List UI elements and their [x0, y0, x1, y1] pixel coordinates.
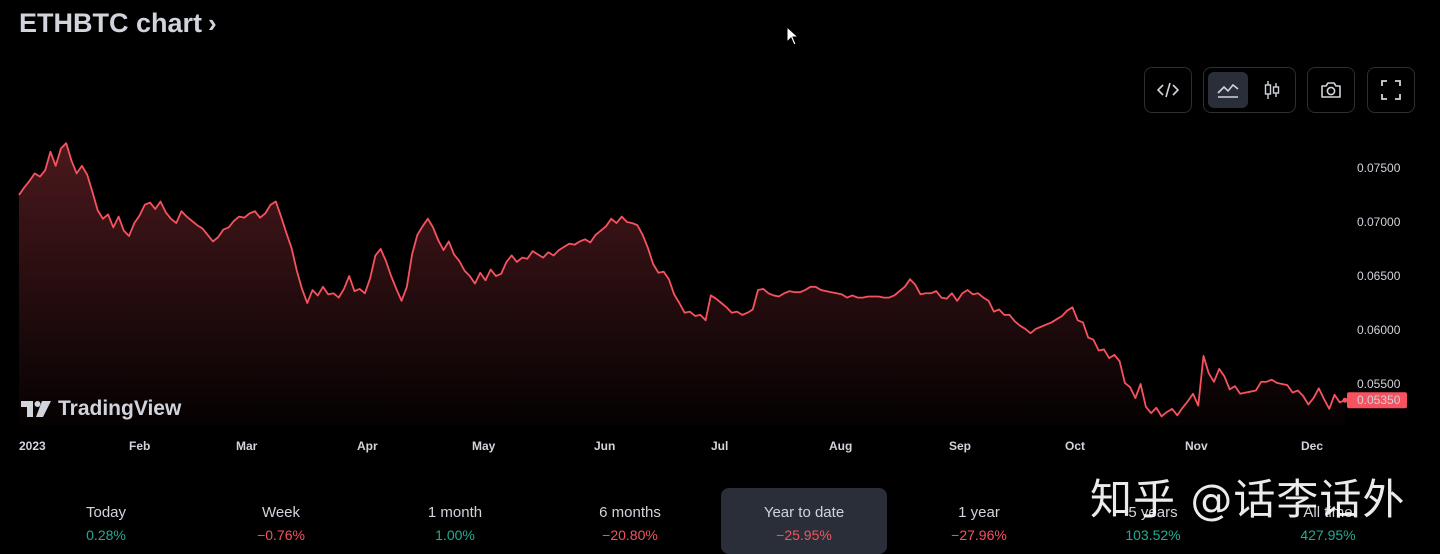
- y-tick-label: 0.05500: [1357, 377, 1401, 391]
- brand-name: TradingView: [58, 397, 182, 420]
- period-label: Year to date: [763, 504, 845, 521]
- period-option[interactable]: Today 0.28%: [23, 488, 189, 554]
- period-label: All time: [1303, 504, 1353, 521]
- period-label: Today: [85, 504, 127, 521]
- x-tick-label: Jun: [594, 439, 615, 453]
- period-option[interactable]: Week −0.76%: [198, 488, 364, 554]
- chevron-right-icon: ›: [208, 8, 217, 38]
- y-tick-label: 0.07000: [1357, 215, 1401, 229]
- period-option[interactable]: 5 years 103.52%: [1070, 488, 1236, 554]
- period-option[interactable]: Year to date −25.95%: [721, 488, 887, 554]
- fullscreen-button[interactable]: [1367, 67, 1415, 113]
- x-tick-label: Nov: [1185, 439, 1208, 453]
- mouse-cursor-icon: [786, 26, 800, 46]
- period-label: 1 month: [427, 504, 483, 521]
- period-option[interactable]: 1 month 1.00%: [372, 488, 538, 554]
- period-label: Week: [261, 504, 301, 521]
- x-tick-label: Sep: [949, 439, 971, 453]
- price-line: [18, 142, 1346, 418]
- period-change: −25.95%: [776, 527, 832, 543]
- price-area-fill: [19, 143, 1345, 425]
- period-change: −0.76%: [257, 527, 305, 543]
- period-change: 427.95%: [1300, 527, 1356, 543]
- period-label: 5 years: [1128, 504, 1178, 521]
- period-selector: Today 0.28% Week −0.76% 1 month 1.00% 6 months…: [0, 488, 1440, 554]
- period-label: 6 months: [599, 504, 661, 521]
- period-change: 0.28%: [86, 527, 126, 543]
- x-tick-label: 2023: [19, 439, 46, 453]
- x-tick-label: May: [472, 439, 496, 453]
- period-change: 1.00%: [435, 527, 475, 543]
- last-price-badge: [1347, 392, 1407, 409]
- period-change: −20.80%: [602, 527, 658, 543]
- period-change: 103.52%: [1125, 527, 1181, 543]
- period-option[interactable]: All time 427.95%: [1245, 488, 1411, 554]
- code-icon: [1157, 82, 1179, 98]
- x-tick-label: Aug: [829, 439, 852, 453]
- embed-button[interactable]: [1144, 67, 1192, 113]
- last-price-label: 0.05350: [1357, 393, 1401, 407]
- chart-style-toggle: [1203, 67, 1296, 113]
- x-tick-label: Feb: [129, 439, 150, 453]
- x-tick-label: Jul: [711, 439, 728, 453]
- x-tick-label: Oct: [1065, 439, 1085, 453]
- x-tick-label: Mar: [236, 439, 258, 453]
- y-tick-label: 0.06000: [1357, 323, 1401, 337]
- tradingview-logo-icon: [21, 401, 51, 417]
- candlestick-button[interactable]: [1252, 72, 1292, 108]
- chart-title-text: ETHBTC chart: [19, 8, 203, 38]
- tradingview-logo[interactable]: TradingView: [20, 397, 181, 421]
- watermark-text: 知乎 @话李话外: [1090, 475, 1406, 524]
- y-tick-label: 0.07500: [1357, 161, 1401, 175]
- period-label: 1 year: [958, 504, 1000, 521]
- price-chart[interactable]: 0.07500 0.07000 0.06500 0.06000 0.05500 2023…: [0, 130, 1440, 460]
- area-chart-icon: [1216, 83, 1238, 98]
- area-chart-button[interactable]: [1207, 72, 1248, 108]
- snapshot-button[interactable]: [1307, 67, 1355, 113]
- last-price-dot: [1342, 397, 1348, 403]
- chart-title[interactable]: ETHBTC chart ›: [19, 8, 217, 39]
- candlestick-icon: [1264, 81, 1279, 99]
- x-tick-label: Dec: [1301, 439, 1323, 453]
- x-tick-label: Apr: [357, 439, 378, 453]
- y-tick-label: 0.06500: [1357, 269, 1401, 283]
- camera-icon: [1321, 82, 1341, 98]
- period-option[interactable]: 6 months −20.80%: [547, 488, 713, 554]
- fullscreen-icon: [1381, 80, 1401, 100]
- period-option[interactable]: 1 year −27.96%: [896, 488, 1062, 554]
- period-change: −27.96%: [951, 527, 1007, 543]
